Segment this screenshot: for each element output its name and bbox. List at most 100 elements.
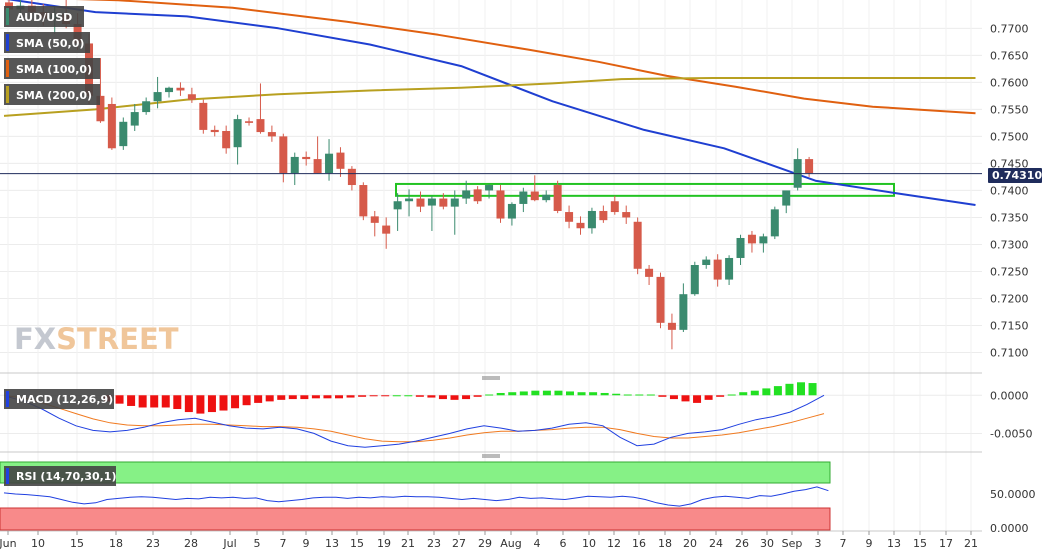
candle-body	[622, 212, 631, 218]
candle-body	[187, 94, 196, 100]
time-tick-label: 18	[109, 537, 123, 550]
fxstreet-watermark: FXSTREET	[14, 322, 179, 356]
time-tick-label: 29	[478, 537, 492, 550]
macd-tick-label: 0.0000	[990, 389, 1029, 402]
price-tick-label: 0.7200	[990, 293, 1029, 306]
legend-group: AUD/USD SMA (50,0) SMA (100,0) SMA (200,0)	[4, 6, 100, 105]
candle-body	[256, 119, 265, 133]
candle-body	[142, 101, 151, 113]
macd-hist-bar	[127, 395, 136, 406]
time-tick-label: 5	[254, 537, 261, 550]
legend-swatch	[6, 86, 9, 103]
macd-hist-bar	[427, 395, 436, 398]
sma-lines	[3, 0, 976, 206]
candle-body	[656, 276, 665, 323]
candle-body	[439, 198, 448, 207]
candle-body	[496, 190, 505, 219]
rsi-line	[3, 486, 829, 507]
macd-hist-bar	[739, 392, 748, 396]
legend-bg	[4, 84, 100, 105]
price-tick-label: 0.7100	[990, 347, 1029, 360]
time-tick-label: Sep	[782, 537, 803, 550]
price-tick-label: 0.7500	[990, 130, 1029, 143]
macd-hist-bar	[681, 395, 690, 402]
macd-hist-bar	[600, 392, 609, 396]
candle-body	[153, 92, 162, 102]
time-tick-label: 19	[377, 537, 391, 550]
legend-swatch	[6, 60, 9, 77]
time-tick-label: Aug	[500, 537, 521, 550]
macd-hist-bar	[184, 395, 193, 413]
candle-body	[587, 210, 596, 229]
candle-body	[473, 189, 482, 202]
macd-hist-bar	[219, 395, 228, 411]
candle-body	[279, 136, 288, 174]
macd-legend-swatch	[6, 391, 9, 407]
macd-hist-bar	[323, 395, 332, 399]
macd-hist-bar	[716, 395, 725, 397]
candle-body	[290, 156, 299, 174]
candle-body	[347, 168, 356, 186]
macd-hist-bar	[462, 395, 471, 400]
time-tick-label: 16	[632, 537, 646, 550]
candle-body	[805, 159, 814, 174]
legend-bg	[4, 58, 100, 79]
macd-hist-bar	[589, 392, 598, 396]
candle-body	[610, 201, 619, 213]
macd-hist-bar	[496, 392, 505, 396]
rsi-tick-label: 50.0000	[990, 488, 1036, 501]
candle-body	[519, 191, 528, 204]
macd-hist-bar	[450, 395, 459, 400]
time-tick-label: 23	[427, 537, 441, 550]
time-tick-label: 15	[913, 537, 927, 550]
rsi-panel[interactable]: 50.0000 0.0000 RSI (14,70,30,1)	[0, 461, 1036, 535]
time-tick-label: 9	[303, 537, 310, 550]
macd-hist-bar	[300, 395, 309, 400]
macd-hist-bar	[485, 394, 494, 396]
macd-hist-bar	[612, 393, 621, 396]
time-axis: Jun 10 15 18 23 28 Jul 5 7 9 13 15 19 21 23 27 29 Aug 4 6 10…	[0, 531, 978, 550]
watermark-street: STREET	[56, 322, 179, 356]
candle-body	[199, 102, 208, 130]
time-tick-label: 10	[582, 537, 596, 550]
macd-panel[interactable]: 0.0000 -0.0050 MACD (12,26,9)	[0, 382, 1032, 448]
macd-hist-bar	[381, 395, 390, 397]
macd-hist-bar	[762, 388, 771, 396]
candle-body	[302, 156, 311, 160]
macd-hist-bar	[392, 395, 401, 397]
price-tick-label: 0.7650	[990, 49, 1029, 62]
candle-body	[667, 322, 676, 330]
macd-hist-bar	[773, 386, 782, 396]
candle-body	[427, 198, 436, 206]
macd-hist-bar	[577, 392, 586, 396]
candle-body	[747, 234, 756, 244]
time-tick-label: 4	[534, 537, 541, 550]
candle-body	[267, 132, 276, 137]
resize-handle-2[interactable]	[482, 454, 500, 458]
macd-hist-bar	[519, 391, 528, 396]
time-tick-label: 21	[964, 537, 978, 550]
time-tick-label: 12	[607, 537, 621, 550]
macd-hist-bar	[750, 390, 759, 396]
candle-body	[736, 237, 745, 258]
candle-body	[770, 209, 779, 237]
candle-body	[5, 2, 13, 10]
candle-body	[313, 159, 322, 174]
macd-hist-bar	[231, 395, 240, 409]
watermark-fx: FX	[14, 322, 56, 356]
resize-handle-1[interactable]	[482, 376, 500, 380]
candle-body	[702, 259, 711, 266]
time-tick-label: 23	[146, 537, 160, 550]
rsi-tick-label: 0.0000	[990, 522, 1029, 535]
time-tick-label: 7	[840, 537, 847, 550]
candle-body	[336, 152, 345, 169]
macd-hist-bar	[669, 395, 678, 400]
price-tick-label: 0.7250	[990, 265, 1029, 278]
rsi-legend-swatch	[6, 468, 9, 484]
time-tick-label: Jul	[222, 537, 236, 550]
sma-line	[3, 77, 976, 117]
rsi-legend-text: RSI (14,70,30,1)	[16, 470, 116, 483]
candle-body	[245, 121, 254, 123]
candle-body	[507, 203, 516, 219]
